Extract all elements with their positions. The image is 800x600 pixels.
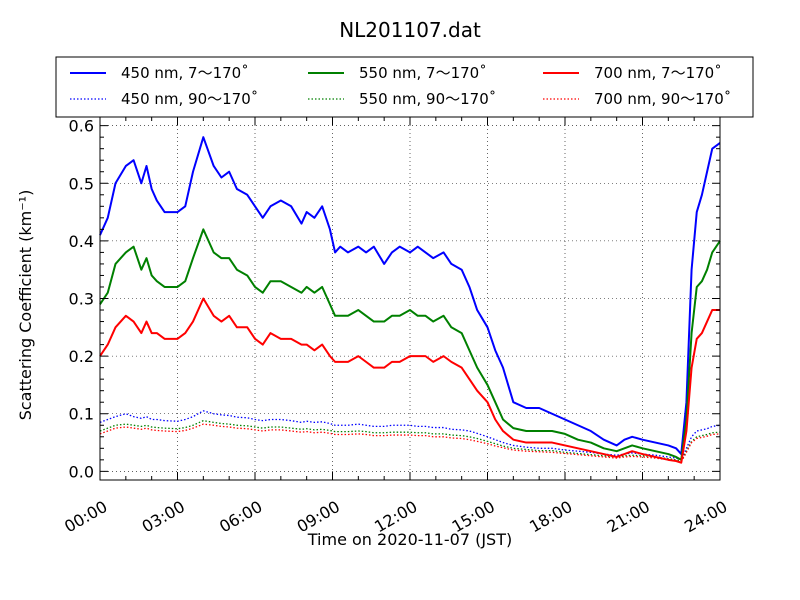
x-tick-label: 00:00 <box>61 497 110 537</box>
series-line-450-nm-7-170 <box>100 137 720 454</box>
x-tick-label: 24:00 <box>681 497 730 537</box>
x-axis-label: Time on 2020-11-07 (JST) <box>307 530 512 549</box>
x-tick-label: 06:00 <box>216 497 265 537</box>
chart-figure: NL201107.dat 450 nm, 7～170˚ 550 nm, 7～170… <box>0 0 800 600</box>
x-tick-label: 03:00 <box>139 497 188 537</box>
y-tick-label: 0.6 <box>69 117 94 136</box>
chart-title: NL201107.dat <box>339 18 481 42</box>
x-tick-label: 18:00 <box>526 497 575 537</box>
y-tick-label: 0.2 <box>69 347 94 366</box>
legend-label: 450 nm, 90～170˚ <box>121 90 258 108</box>
legend-label: 550 nm, 7～170˚ <box>359 64 487 82</box>
y-tick-label: 0.1 <box>69 405 94 424</box>
y-tick-label: 0.4 <box>69 232 94 251</box>
legend: 450 nm, 7～170˚ 550 nm, 7～170˚ 700 nm, 7～17… <box>56 57 753 117</box>
legend-label: 550 nm, 90～170˚ <box>359 90 496 108</box>
y-axis-tick-labels: 0.0 0.1 0.2 0.3 0.4 0.5 0.6 <box>69 117 94 482</box>
y-tick-label: 0.5 <box>69 174 94 193</box>
series-line-550-nm-90-170 <box>100 421 720 461</box>
y-tick-label: 0.3 <box>69 290 94 309</box>
legend-label: 700 nm, 7～170˚ <box>594 64 722 82</box>
legend-label: 450 nm, 7～170˚ <box>121 64 249 82</box>
y-axis-label: Scattering Coefficient (km⁻¹) <box>16 190 35 421</box>
y-tick-label: 0.0 <box>69 462 94 481</box>
x-tick-label: 21:00 <box>604 497 653 537</box>
legend-label: 700 nm, 90～170˚ <box>594 90 731 108</box>
